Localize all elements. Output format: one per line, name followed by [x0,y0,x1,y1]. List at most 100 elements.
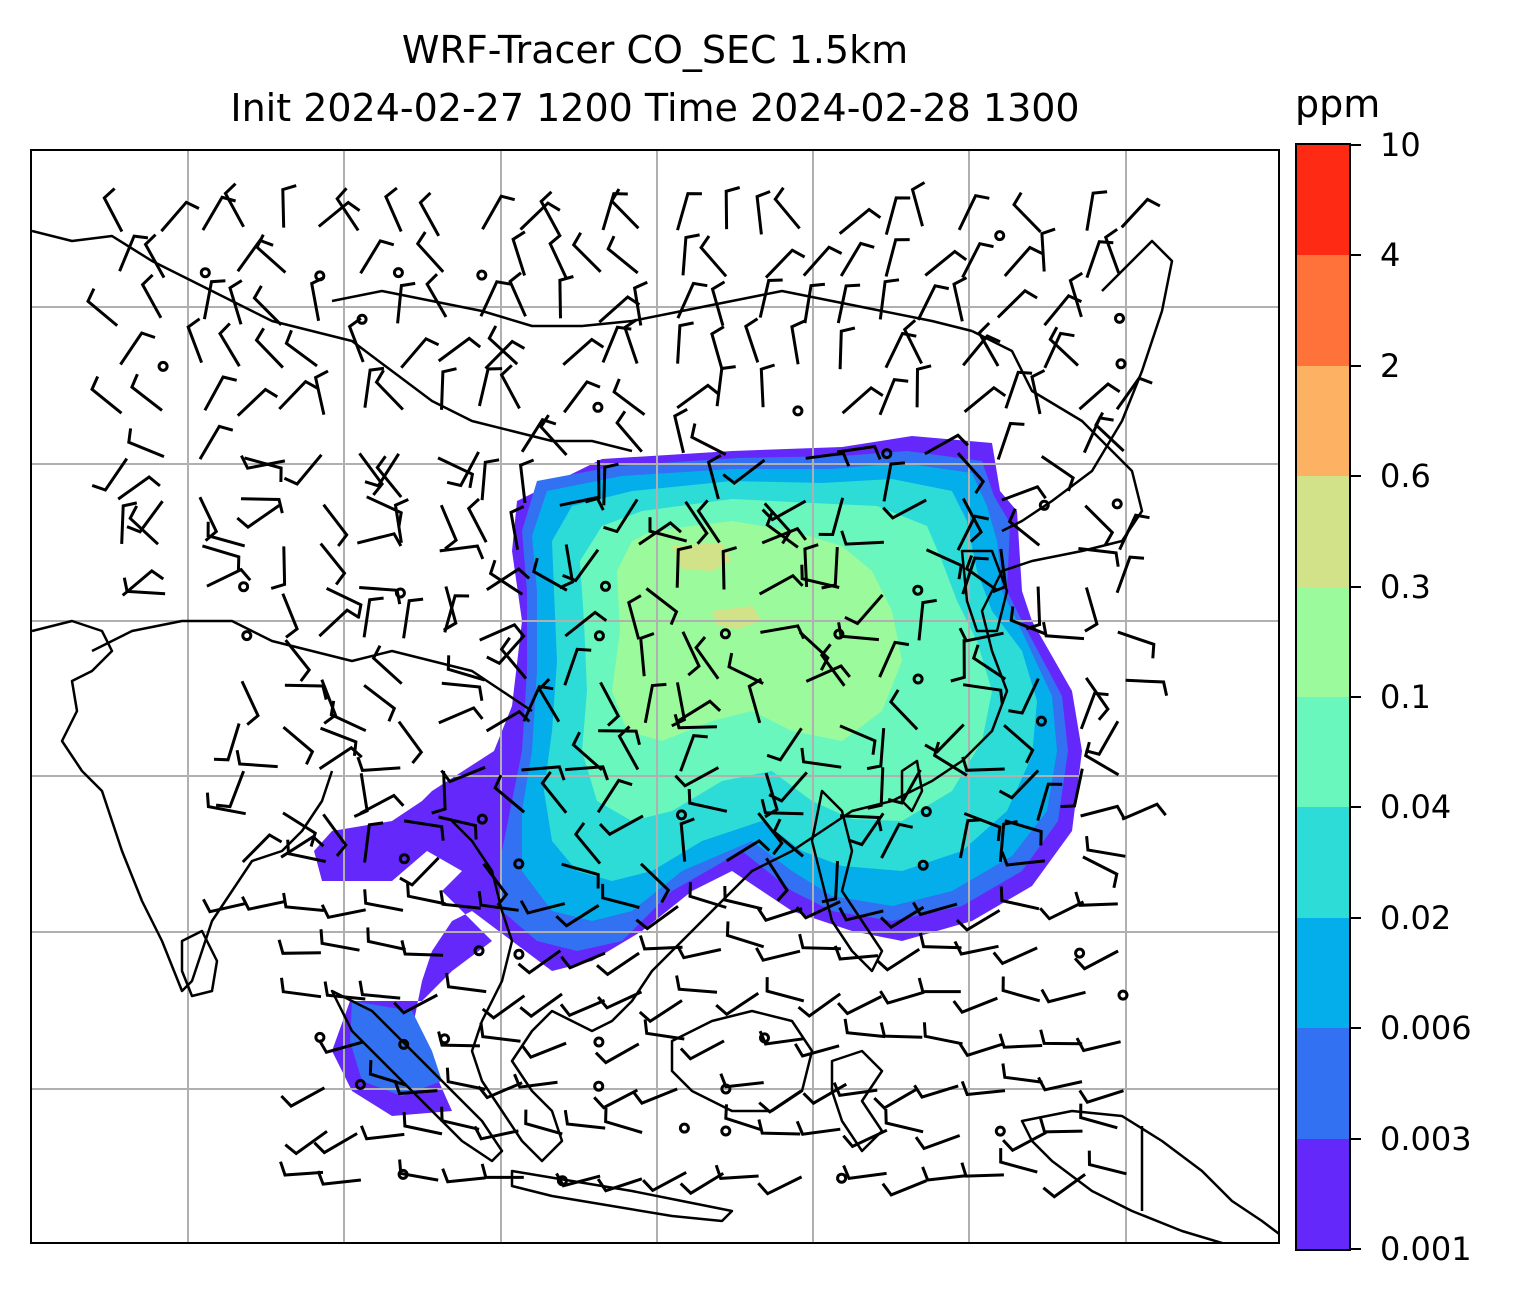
wind-barb [499,364,521,410]
wind-barb [559,544,575,590]
wind-barb [1002,1131,1047,1153]
colorbar-tick-label: 0.003 [1380,1119,1472,1158]
wind-barb [836,444,882,460]
calm-circle [1035,715,1047,727]
wind-barb [280,977,322,999]
wind-barb [473,1125,519,1141]
wind-barb [205,792,246,816]
wind-barb [358,452,384,496]
wind-barb [768,771,808,803]
wind-barb [719,1073,764,1089]
wind-barb [425,273,448,318]
wind-barb [363,366,385,408]
wind-barb [924,433,969,456]
wind-barb [335,187,360,232]
wind-barb [632,1087,678,1106]
wind-barb [687,789,728,813]
wind-barb [598,729,641,746]
wind-barb [564,610,608,638]
wind-barb [119,331,156,366]
wind-barb [513,1073,558,1089]
wind-barb [1003,724,1035,764]
wind-barb [282,725,315,765]
india-coast [32,619,334,993]
calm-circle [241,630,253,642]
wind-barb [223,182,245,228]
wind-barb [635,905,679,931]
wind-barb [318,608,360,638]
wind-barb [439,504,458,550]
wind-barb [645,587,679,626]
wind-barb [798,630,830,671]
colorbar-tick-label: 0.001 [1380,1230,1472,1268]
wind-barb [117,475,161,501]
wind-barb [215,770,246,809]
wind-barb [282,811,317,847]
wind-barb [522,684,554,722]
calm-circle [1111,498,1123,510]
calm-circle [1038,499,1050,511]
calm-circle [157,360,169,372]
wind-barb [431,770,447,815]
wind-barb [1043,331,1075,369]
wind-barb [765,511,799,549]
wind-barb [1075,1037,1121,1053]
wind-barb [1048,326,1080,367]
wind-barb [838,207,882,235]
wind-barb [679,1039,725,1061]
wind-barb [912,901,958,917]
wind-barb [681,233,700,276]
colorbar-tick-label: 2 [1380,346,1401,385]
wind-barb [842,1128,888,1149]
calm-circle [1114,312,1125,324]
wind-barb [714,1164,759,1180]
wind-barb [558,275,574,319]
wind-barb [561,862,600,889]
wind-barb [198,424,234,460]
conc-level-0.1 [612,521,902,741]
wind-barb [1074,891,1118,907]
wind-barb [958,627,1004,643]
wind-barb [282,892,324,912]
wind-barb [879,905,925,930]
wind-barb [821,860,839,904]
wind-barb [562,337,605,366]
wind-barb [375,455,403,499]
wind-barb [766,727,803,762]
wind-barb [844,593,884,626]
wind-barb [485,567,531,591]
calm-circle [917,859,929,871]
wind-barb [1079,691,1109,730]
wind-barb [198,496,219,542]
wind-barb [710,325,725,371]
wind-barb [839,724,877,755]
colorbar-tick-label: 0.02 [1380,898,1452,937]
wind-barb [878,377,909,416]
wind-barb [439,890,481,910]
wind-barb [564,765,610,781]
wind-barb [279,1161,324,1177]
calm-circle [314,270,326,282]
wind-barb [797,992,842,1018]
wind-barb [374,369,404,411]
wind-barb [244,456,283,483]
wind-barb [1078,1089,1124,1104]
title-line-2: Init 2024-02-27 1200 Time 2024-02-28 130… [230,86,1080,130]
wind-barb [596,1177,643,1193]
wind-barb [1073,949,1119,971]
wind-barb [1082,855,1119,889]
wind-barb [90,375,123,415]
colorbar-tick-mark [1351,364,1361,367]
wind-barb [393,993,439,1015]
calm-circle [719,628,731,640]
calm-circle [394,587,406,599]
wind-barb [438,706,484,725]
wind-barb [727,652,764,685]
wind-barb [445,1067,486,1091]
wind-barb [493,774,526,814]
wind-barb [690,423,727,456]
wind-barb [773,186,801,230]
wind-barb [759,363,776,408]
calm-circle [592,401,604,413]
wind-barb [1001,976,1041,1003]
